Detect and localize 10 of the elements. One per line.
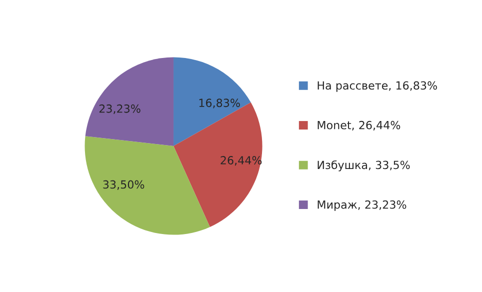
legend-label: Избушка, 33,5% — [318, 160, 410, 172]
data-label: 33,50% — [103, 180, 144, 190]
legend-label: Monet, 26,44% — [318, 120, 400, 130]
data-label: 16,83% — [199, 98, 240, 108]
pie-slice — [84, 136, 210, 235]
legend-label: На рассвете, 16,83% — [318, 81, 437, 92]
pie-slice — [174, 57, 251, 146]
data-label: 23,23% — [99, 104, 140, 114]
legend-label: Мираж, 23,23% — [318, 200, 406, 211]
pie-slice — [85, 57, 174, 146]
